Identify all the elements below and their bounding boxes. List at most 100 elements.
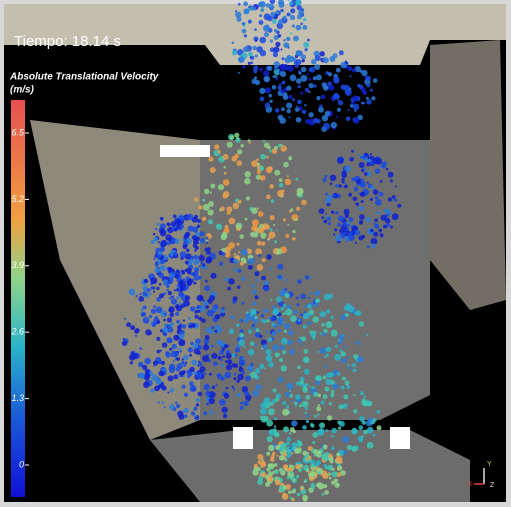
particle (229, 218, 236, 225)
particle (218, 184, 224, 190)
particle (188, 317, 191, 320)
particle (280, 345, 285, 350)
particle (239, 319, 242, 322)
particle (318, 404, 320, 406)
particle (159, 283, 162, 286)
particle (361, 88, 365, 92)
particle (290, 32, 292, 34)
particle (266, 254, 271, 259)
particle (161, 361, 165, 365)
particle (264, 287, 269, 292)
particle (255, 295, 259, 299)
particle (179, 302, 182, 305)
particle (241, 257, 246, 262)
particle (269, 402, 273, 406)
time-label: Tiempo: 18.14 s (14, 33, 121, 50)
particle (321, 95, 326, 100)
particle (265, 102, 271, 108)
particle (200, 366, 206, 372)
particle (282, 409, 289, 416)
particle (301, 343, 303, 345)
particle (305, 305, 308, 308)
page: Tiempo: 18.14 s Absolute Translational V… (0, 0, 511, 507)
particle (307, 452, 310, 455)
particle (296, 296, 299, 299)
particle (335, 184, 338, 187)
particle (356, 179, 361, 184)
particle (198, 277, 201, 280)
particle (168, 291, 172, 295)
particle (219, 399, 226, 406)
particle (269, 431, 271, 433)
particle (217, 373, 221, 377)
particle (335, 235, 342, 242)
particle (248, 330, 252, 334)
particle (215, 384, 217, 386)
particle (331, 428, 337, 434)
particle (309, 476, 314, 481)
particle (304, 104, 306, 106)
particle (239, 333, 244, 338)
particle (189, 367, 195, 373)
particle (206, 256, 213, 263)
particle (338, 100, 340, 102)
particle (248, 349, 255, 356)
particle (139, 347, 142, 350)
particle (337, 372, 341, 376)
particle (210, 184, 215, 189)
marker (390, 427, 410, 449)
particle (281, 338, 288, 345)
particle (200, 231, 205, 236)
particle (241, 277, 245, 281)
particle (374, 224, 379, 229)
particle (366, 97, 369, 100)
particle (302, 387, 308, 393)
particle (230, 136, 234, 140)
particle (377, 211, 380, 214)
particle (326, 321, 333, 328)
particle (323, 220, 327, 224)
particle (259, 1, 266, 8)
particle (173, 335, 179, 341)
particle (254, 316, 257, 319)
particle (360, 391, 364, 395)
particle (359, 206, 364, 211)
particle (165, 352, 171, 358)
particle (215, 314, 221, 320)
particle (330, 316, 333, 319)
particle (331, 435, 334, 438)
particle (296, 50, 302, 56)
particle (156, 337, 160, 341)
particle (156, 287, 159, 290)
particle (241, 249, 248, 256)
particle (361, 102, 364, 105)
particle (290, 8, 295, 13)
particle (202, 217, 207, 222)
particle (176, 320, 180, 324)
particle (291, 452, 293, 454)
particle (232, 50, 237, 55)
particle (287, 109, 291, 113)
particle (248, 265, 253, 270)
particle (329, 459, 333, 463)
particle (329, 372, 334, 377)
particle (222, 355, 225, 358)
particle (263, 140, 266, 143)
particle (304, 349, 309, 354)
particle (193, 282, 196, 285)
particle (135, 335, 137, 337)
particle (316, 485, 318, 487)
particle (289, 349, 295, 355)
particle (158, 241, 160, 243)
particle (209, 295, 215, 301)
particle (274, 417, 277, 420)
particle (347, 445, 352, 450)
particle (288, 56, 294, 62)
legend-title: Absolute Translational Velocity (9, 72, 159, 83)
particle (286, 279, 288, 281)
particle (273, 75, 276, 78)
particle (329, 402, 332, 405)
particle (164, 329, 168, 333)
particle (205, 391, 210, 396)
particle (294, 449, 299, 454)
